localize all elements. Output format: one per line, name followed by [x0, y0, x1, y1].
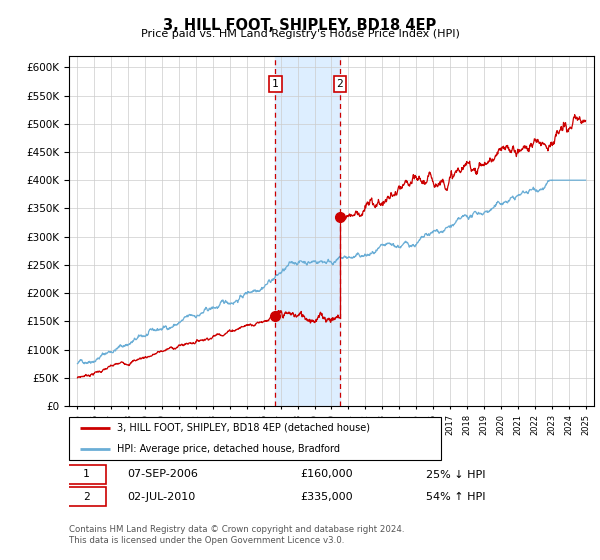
Text: Price paid vs. HM Land Registry's House Price Index (HPI): Price paid vs. HM Land Registry's House …: [140, 29, 460, 39]
Text: 2: 2: [337, 79, 343, 89]
Text: 3, HILL FOOT, SHIPLEY, BD18 4EP: 3, HILL FOOT, SHIPLEY, BD18 4EP: [163, 18, 437, 33]
Bar: [275, 56, 340, 406]
FancyBboxPatch shape: [69, 417, 441, 460]
Text: 25% ↓ HPI: 25% ↓ HPI: [426, 469, 485, 479]
Text: 2: 2: [83, 492, 90, 502]
Text: 54% ↑ HPI: 54% ↑ HPI: [426, 492, 485, 502]
Text: £335,000: £335,000: [300, 492, 353, 502]
FancyBboxPatch shape: [67, 487, 106, 506]
Text: 07-SEP-2006: 07-SEP-2006: [127, 469, 197, 479]
Text: Contains HM Land Registry data © Crown copyright and database right 2024.
This d: Contains HM Land Registry data © Crown c…: [69, 525, 404, 545]
Text: 1: 1: [272, 79, 279, 89]
Text: 1: 1: [83, 469, 90, 479]
Text: HPI: Average price, detached house, Bradford: HPI: Average price, detached house, Brad…: [118, 444, 340, 454]
Text: £160,000: £160,000: [300, 469, 353, 479]
Text: 02-JUL-2010: 02-JUL-2010: [127, 492, 195, 502]
Text: 3, HILL FOOT, SHIPLEY, BD18 4EP (detached house): 3, HILL FOOT, SHIPLEY, BD18 4EP (detache…: [118, 423, 370, 433]
FancyBboxPatch shape: [67, 465, 106, 484]
